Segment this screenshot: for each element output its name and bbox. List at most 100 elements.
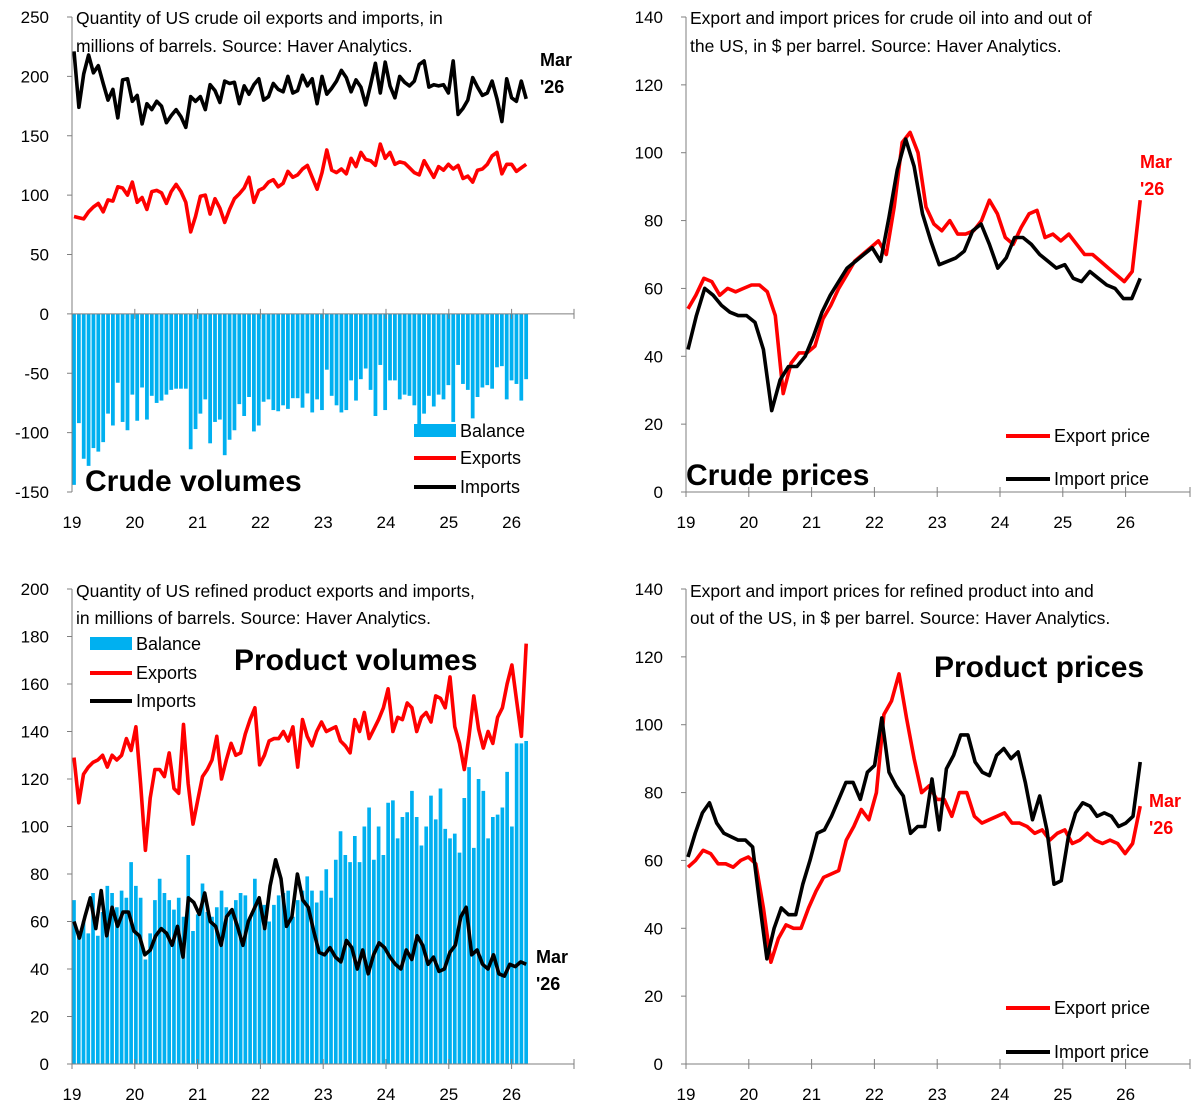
balance-bar [227,313,232,440]
balance-bar [319,890,324,1064]
balance-bar [276,895,281,1064]
balance-bar [111,313,115,426]
x-tick-label: 25 [439,1085,458,1102]
chart-title: Crude prices [686,459,869,492]
series-line-import-price [686,716,1142,961]
x-tick-label: 24 [991,1085,1010,1102]
balance-bar [229,912,233,1064]
balance-bar [143,959,148,1064]
x-tick-label: 21 [802,513,821,532]
balance-bar [119,890,124,1064]
balance-bar [138,897,143,1064]
y-tick-label: 20 [30,1008,49,1027]
series-lines [686,130,1142,413]
x-tick-label: 24 [377,1085,396,1102]
balance-bar [191,931,195,1064]
tick-labels: 19 20 21 22 23 24 25 26 0 20 40 60 80 100 120 140 [635,8,1135,532]
balance-bar [238,893,243,1064]
axes [67,16,575,493]
series-lines [72,643,528,978]
balance-bar [372,859,376,1064]
y-tick-label: 100 [635,716,663,735]
legend: Export price Import price [1006,998,1150,1062]
balance-bar [433,819,438,1064]
balance-bar [181,916,186,1064]
chart-note-line-2: millions of barrels. Source: Haver Analy… [76,36,413,56]
chart-crude-volumes: 19 20 21 22 23 24 25 26 -150 -100 -50 0 50 100 150 200 2… [15,8,575,532]
legend-label-exports: Exports [460,448,521,468]
balance-bar [149,313,154,396]
balance-bar [407,313,412,396]
y-tick-label: -100 [15,424,49,443]
balance-bar [159,313,164,401]
balance-bar [217,313,222,420]
balance-bar [419,845,424,1064]
balance-bar [295,900,300,1064]
balance-bar [203,313,208,400]
x-tick-label: 23 [928,513,947,532]
balance-bar [310,890,314,1064]
balance-bar [243,895,248,1064]
balance-bar [334,313,339,406]
legend-label-exports: Exports [136,663,197,683]
balance-bar [339,313,344,413]
x-tick-label: 19 [677,513,696,532]
balance-bar [427,313,431,396]
y-tick-label: -50 [24,364,49,383]
balance-bar [100,912,105,1064]
balance-bar [148,933,152,1064]
y-tick-label: 60 [644,851,663,870]
balance-bar [222,313,227,456]
balance-bar [480,313,485,388]
y-tick-label: 200 [21,580,49,599]
chart-title: Product volumes [234,644,477,677]
balance-bar [124,897,129,1064]
balance-bar [475,313,480,397]
balance-bar [86,933,91,1064]
balance-bar [324,313,329,370]
balance-bar [462,798,467,1064]
end-label-month: Mar [1149,791,1181,811]
y-tick-label: 60 [644,279,663,298]
balance-bar [169,313,174,390]
y-tick-label: 50 [30,246,49,265]
balance-bar [329,313,334,396]
balance-bar [362,826,367,1064]
balance-bar [140,313,144,388]
chart-note-line-2: the US, in $ per barrel. Source: Haver A… [690,36,1062,56]
x-tick-label: 22 [251,1085,270,1102]
chart-title: Product prices [934,651,1144,684]
balance-bar [271,313,276,411]
legend: Balance Exports Imports [414,421,525,497]
balance-bar [276,313,281,412]
y-tick-label: 0 [654,483,663,502]
balance-bar [381,855,386,1064]
balance-bar [267,921,271,1064]
axes [681,16,1191,497]
x-tick-label: 21 [188,1085,207,1102]
x-tick-label: 20 [739,1085,758,1102]
y-tick-label: 200 [21,67,49,86]
balance-bar [262,904,267,1064]
balance-bar [76,313,81,424]
legend-label-export-price: Export price [1054,426,1150,446]
balance-bar [343,855,348,1064]
y-tick-label: 150 [21,127,49,146]
x-tick-label: 20 [125,513,144,532]
x-tick-label: 21 [188,513,207,532]
legend-label-imports: Imports [460,477,520,497]
balance-bar [378,313,383,365]
balance-bar [412,313,417,406]
y-tick-label: 40 [30,960,49,979]
y-tick-label: 140 [635,580,663,599]
x-tick-label: 25 [439,513,458,532]
balance-bar [504,313,509,400]
balance-bar [266,313,271,400]
balance-bar [383,313,388,411]
balance-bar [514,743,519,1064]
x-tick-label: 26 [1116,1085,1135,1102]
balance-bar [465,313,470,390]
series-line-export-price [686,130,1142,396]
x-tick-label: 19 [63,1085,82,1102]
balance-bar [213,313,217,422]
